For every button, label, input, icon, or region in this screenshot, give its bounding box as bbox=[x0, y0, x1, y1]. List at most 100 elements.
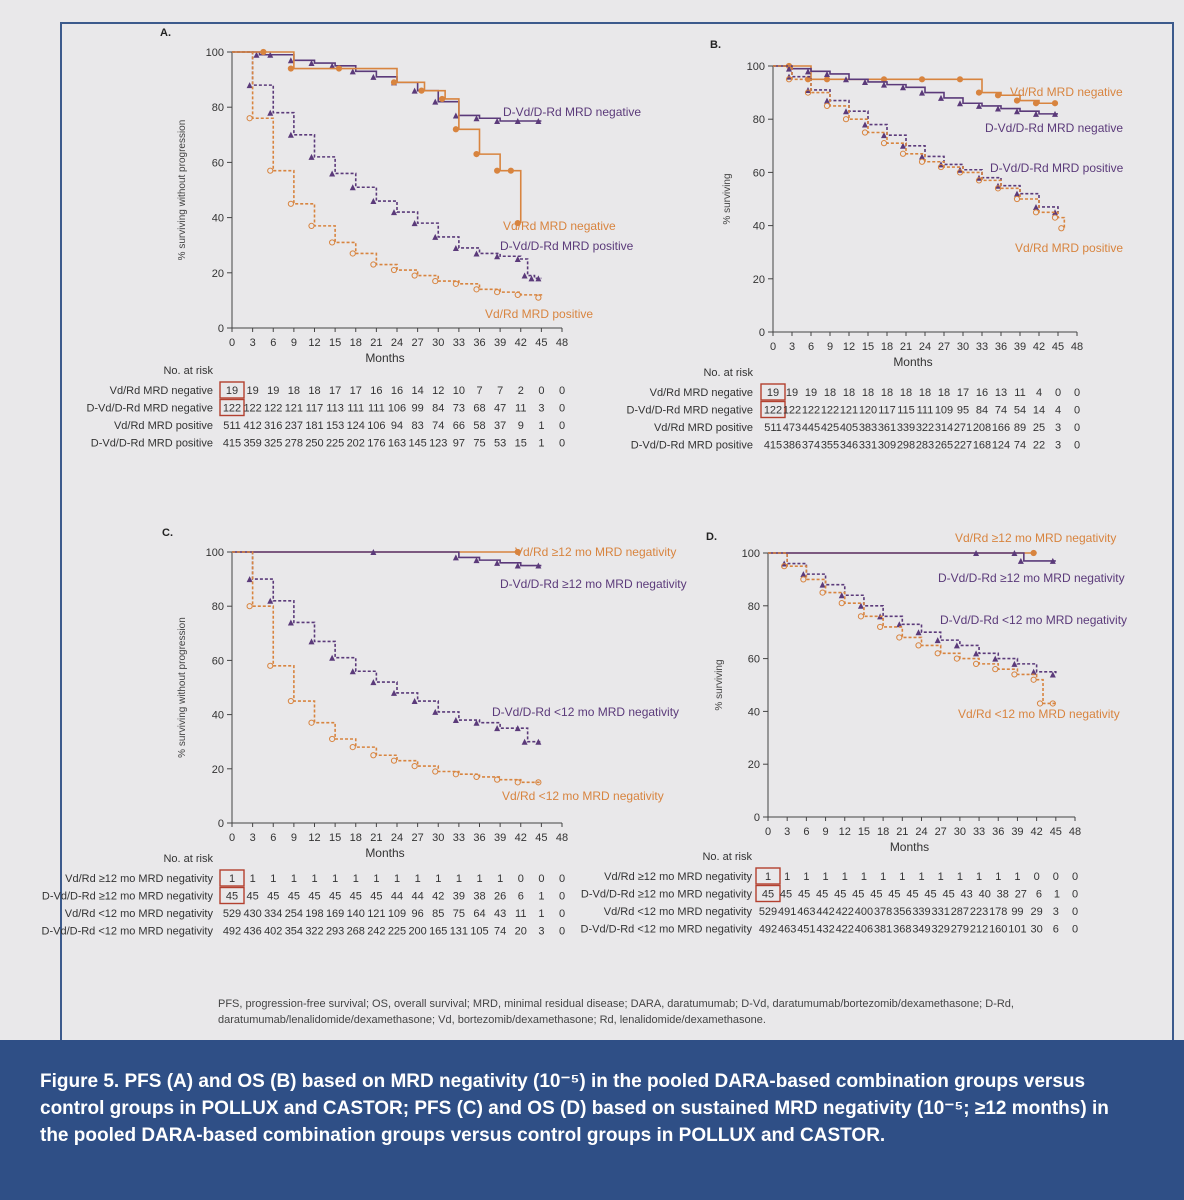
risk-row-label: Vd/Rd MRD positive bbox=[114, 420, 213, 432]
x-tick-label: 33 bbox=[973, 826, 985, 838]
y-tick-label: 100 bbox=[206, 47, 224, 59]
x-tick-label: 0 bbox=[770, 341, 776, 353]
risk-value: 225 bbox=[326, 438, 344, 450]
x-tick-label: 39 bbox=[1014, 341, 1026, 353]
x-tick-label: 27 bbox=[935, 826, 947, 838]
risk-value: 163 bbox=[388, 438, 406, 450]
x-tick-label: 30 bbox=[432, 832, 444, 844]
censor-marker bbox=[804, 89, 812, 96]
x-tick-label: 48 bbox=[1069, 826, 1081, 838]
series-label: Vd/Rd <12 mo MRD negativity bbox=[502, 789, 664, 803]
censor-marker bbox=[994, 92, 1002, 99]
risk-value: 271 bbox=[954, 422, 972, 434]
risk-value: 422 bbox=[836, 906, 854, 918]
x-tick-label: 42 bbox=[1033, 341, 1045, 353]
risk-value: 99 bbox=[1011, 906, 1023, 918]
risk-value: 381 bbox=[874, 924, 892, 936]
risk-value: 44 bbox=[412, 891, 424, 903]
risk-value: 0 bbox=[1074, 440, 1080, 452]
risk-value: 54 bbox=[1014, 405, 1026, 417]
risk-value: 250 bbox=[305, 438, 323, 450]
y-tick-label: 80 bbox=[753, 114, 765, 126]
x-tick-label: 9 bbox=[291, 832, 297, 844]
censor-marker bbox=[370, 73, 377, 80]
censor-marker bbox=[805, 68, 811, 75]
risk-value: 445 bbox=[802, 422, 820, 434]
risk-value: 181 bbox=[305, 420, 323, 432]
risk-value: 492 bbox=[223, 926, 241, 938]
censor-marker bbox=[418, 87, 425, 94]
risk-value: 325 bbox=[264, 438, 282, 450]
risk-value: 406 bbox=[855, 924, 873, 936]
y-tick-label: 0 bbox=[754, 812, 760, 824]
risk-row-label: Vd/Rd <12 mo MRD negativity bbox=[604, 906, 753, 918]
censor-marker bbox=[349, 250, 356, 257]
y-tick-label: 80 bbox=[212, 601, 224, 613]
censor-marker bbox=[411, 220, 418, 227]
y-tick-label: 60 bbox=[748, 654, 760, 666]
censor-marker bbox=[507, 167, 514, 174]
risk-value: 45 bbox=[247, 891, 259, 903]
risk-value: 1 bbox=[918, 871, 924, 883]
risk-value: 10 bbox=[453, 385, 465, 397]
risk-value: 0 bbox=[1072, 871, 1078, 883]
risk-value: 0 bbox=[559, 891, 565, 903]
y-tick-label: 20 bbox=[753, 274, 765, 286]
risk-value: 19 bbox=[247, 385, 259, 397]
censor-marker bbox=[494, 118, 501, 124]
risk-value: 1 bbox=[497, 873, 503, 885]
risk-value: 298 bbox=[897, 440, 915, 452]
risk-row-label: D-Vd/D-Rd ≥12 mo MRD negativity bbox=[581, 889, 753, 901]
y-tick-label: 0 bbox=[218, 323, 224, 335]
risk-value: 169 bbox=[326, 908, 344, 920]
censor-marker bbox=[823, 76, 831, 83]
risk-value: 0 bbox=[559, 385, 565, 397]
risk-value: 19 bbox=[267, 385, 279, 397]
risk-value: 463 bbox=[778, 924, 796, 936]
censor-marker bbox=[370, 752, 377, 759]
risk-value: 11 bbox=[515, 403, 526, 415]
x-tick-label: 18 bbox=[350, 337, 362, 349]
risk-value: 45 bbox=[350, 891, 362, 903]
x-tick-label: 39 bbox=[494, 832, 506, 844]
censor-marker bbox=[934, 650, 941, 657]
censor-marker bbox=[452, 112, 459, 119]
risk-value: 1 bbox=[957, 871, 963, 883]
censor-marker bbox=[267, 662, 274, 669]
panel-label: C. bbox=[162, 527, 173, 539]
risk-value: 0 bbox=[1074, 422, 1080, 434]
risk-value: 6 bbox=[1053, 924, 1059, 936]
risk-value: 106 bbox=[367, 420, 385, 432]
censor-marker bbox=[473, 115, 480, 122]
censor-marker bbox=[370, 549, 377, 555]
censor-marker bbox=[439, 95, 446, 103]
panel-label: D. bbox=[706, 531, 717, 543]
risk-value: 84 bbox=[976, 405, 988, 417]
risk-value: 491 bbox=[778, 906, 796, 918]
censor-marker bbox=[246, 603, 253, 610]
y-tick-label: 20 bbox=[212, 268, 224, 280]
censor-marker bbox=[819, 581, 826, 588]
risk-value: 122 bbox=[223, 403, 241, 415]
risk-value: 1 bbox=[538, 891, 544, 903]
risk-value: 1 bbox=[823, 871, 829, 883]
censor-marker bbox=[881, 132, 887, 139]
censor-marker bbox=[975, 89, 983, 96]
risk-value: 0 bbox=[1072, 924, 1078, 936]
panel-label: A. bbox=[160, 27, 171, 39]
censor-marker bbox=[857, 613, 865, 620]
risk-value: 160 bbox=[989, 924, 1007, 936]
x-tick-label: 42 bbox=[1031, 826, 1043, 838]
risk-value: 1 bbox=[976, 871, 982, 883]
censor-marker bbox=[329, 170, 336, 177]
risk-row-label: D-Vd/D-Rd <12 mo MRD negativity bbox=[42, 926, 214, 938]
risk-value: 111 bbox=[368, 403, 385, 415]
x-tick-label: 45 bbox=[1052, 341, 1064, 353]
risk-value: 13 bbox=[995, 387, 1007, 399]
risk-value: 1 bbox=[476, 873, 482, 885]
risk-value: 374 bbox=[802, 440, 820, 452]
risk-value: 45 bbox=[798, 889, 810, 901]
risk-value: 242 bbox=[367, 926, 385, 938]
series-label: Vd/Rd ≥12 mo MRD negativity bbox=[955, 531, 1116, 545]
risk-value: 38 bbox=[473, 891, 485, 903]
